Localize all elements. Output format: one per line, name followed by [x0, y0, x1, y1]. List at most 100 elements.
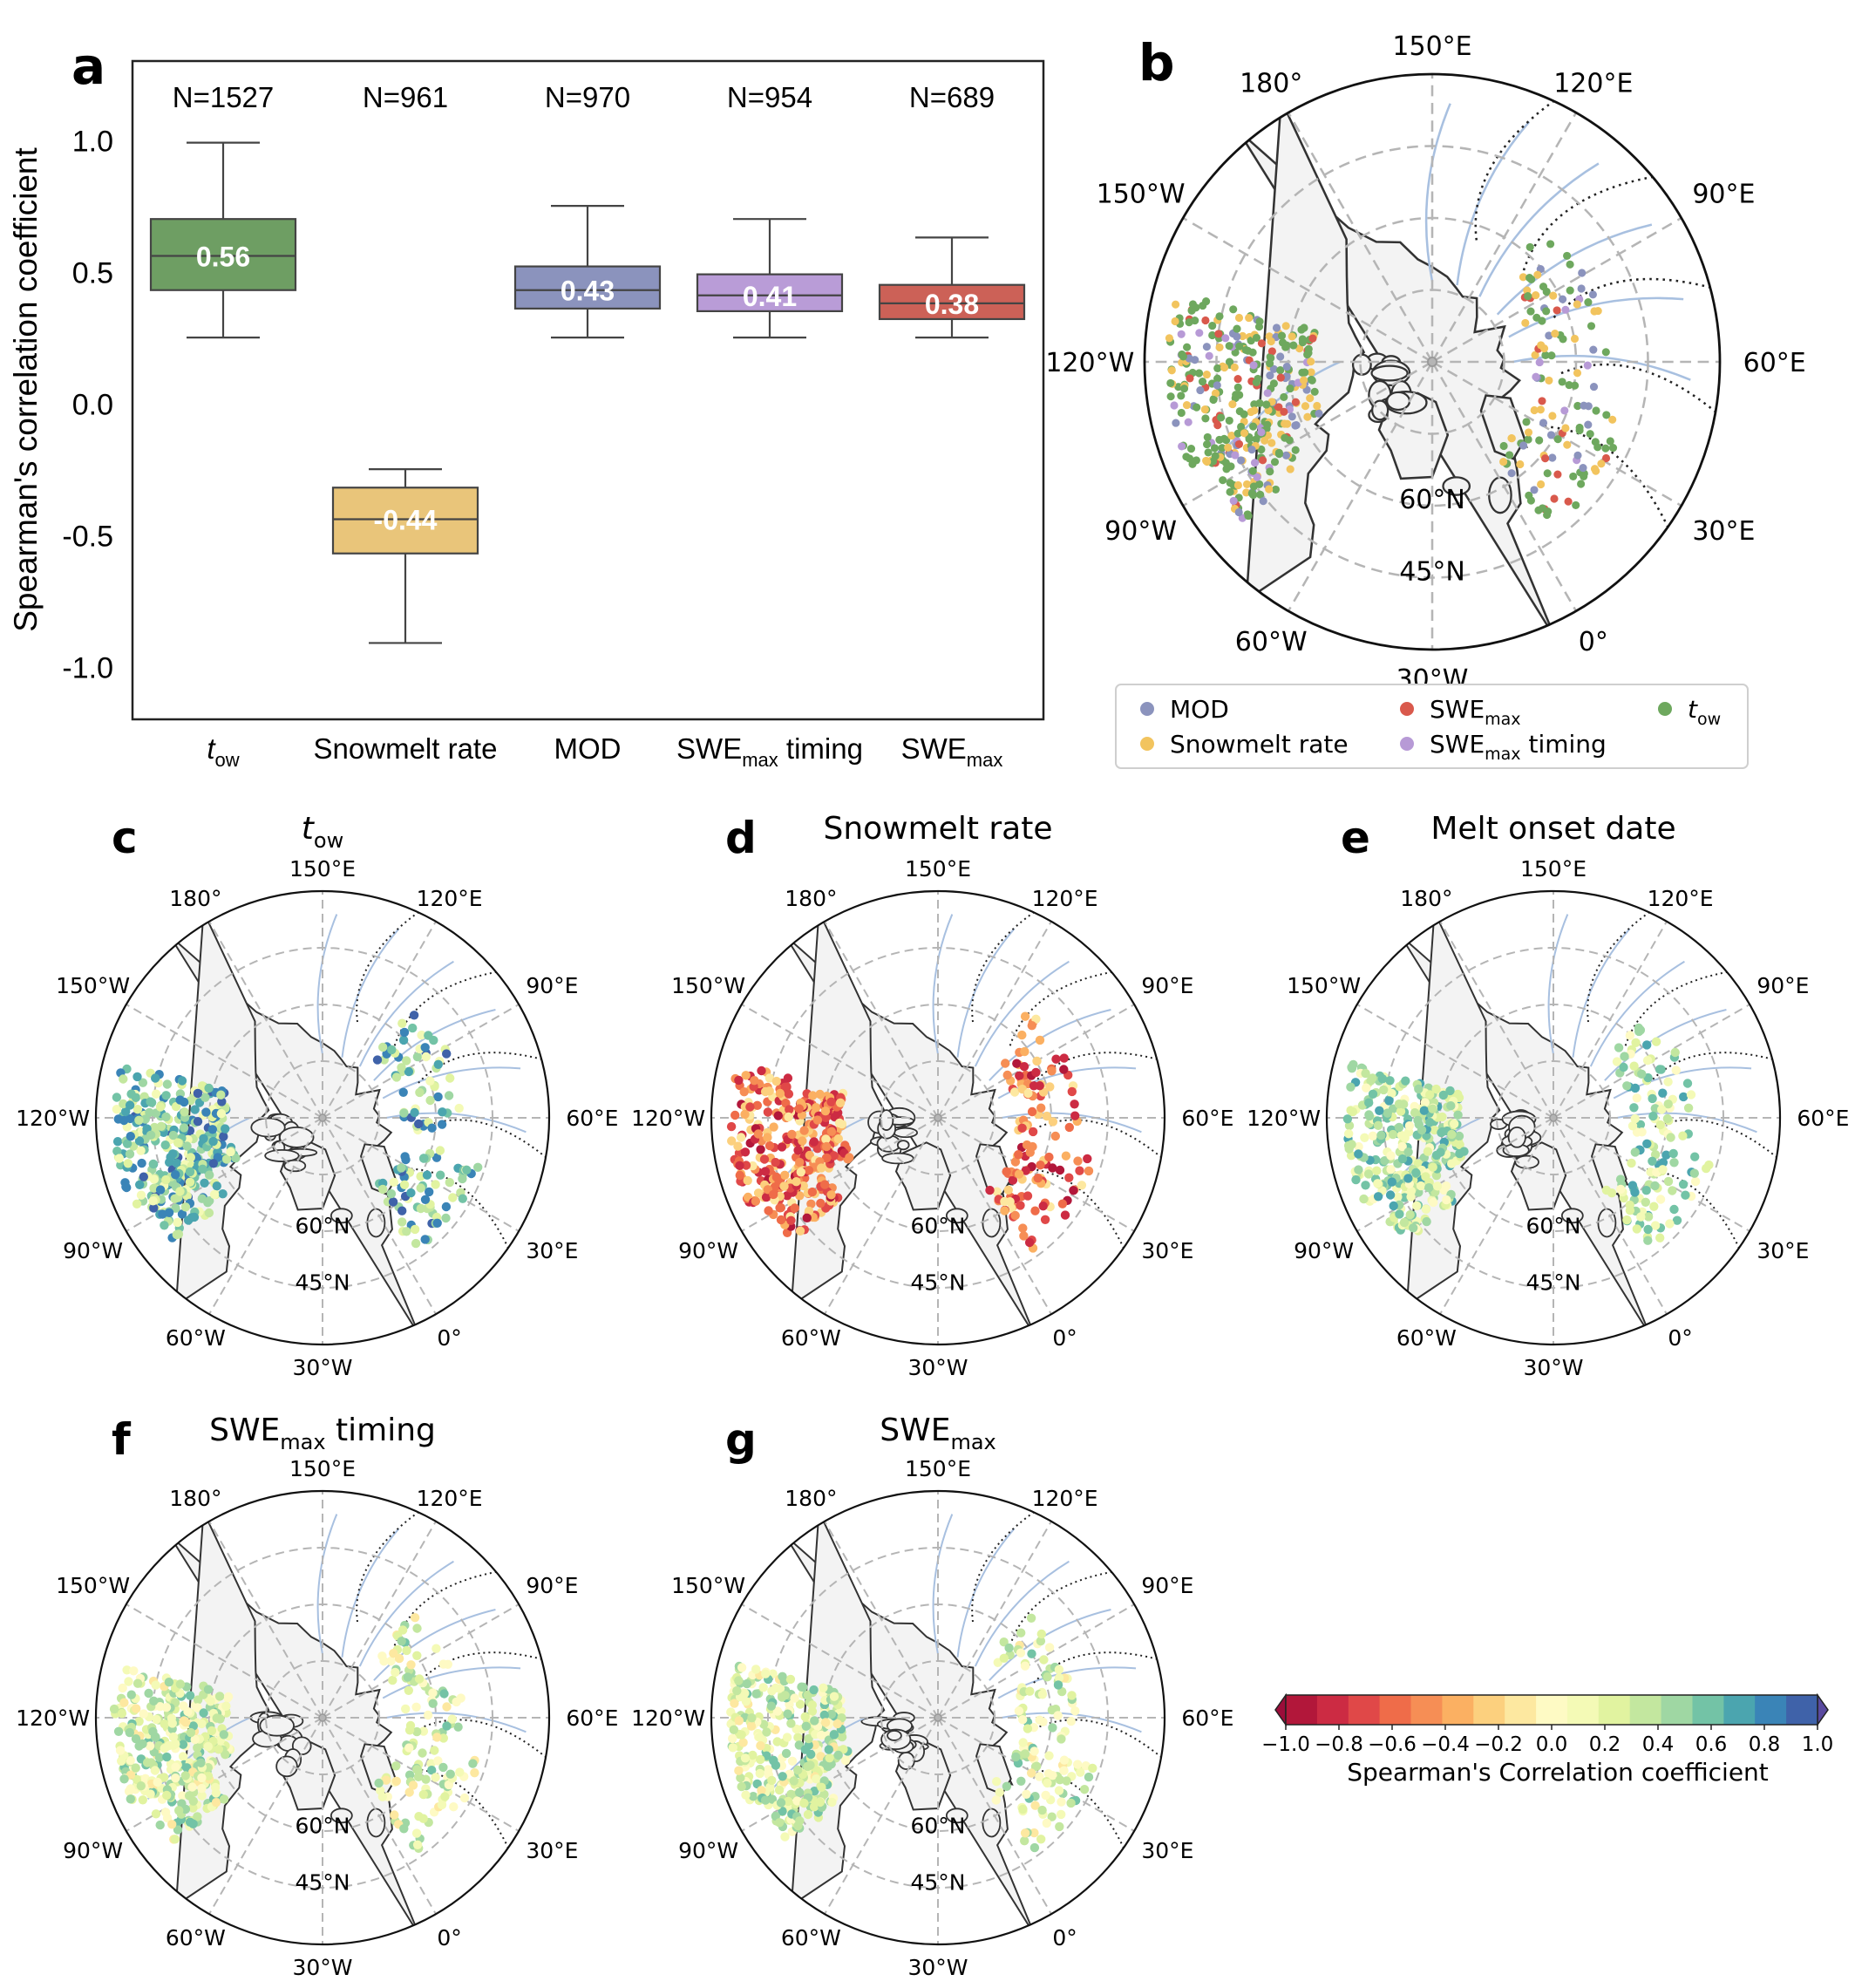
site-point: [1263, 420, 1272, 429]
longitude-label: 60°W: [781, 1925, 841, 1951]
site-point: [795, 1816, 805, 1826]
site-point: [819, 1683, 828, 1693]
site-point: [1631, 1038, 1641, 1048]
site-point: [820, 1718, 831, 1727]
site-point: [197, 1719, 207, 1729]
site-point: [1195, 369, 1204, 378]
site-point: [1413, 1159, 1424, 1168]
site-point: [820, 1180, 830, 1189]
longitude-label: 180°: [169, 886, 221, 911]
site-point: [783, 1709, 792, 1719]
longitude-label: 90°E: [1141, 973, 1193, 998]
legend-label: Snowmelt rate: [1170, 730, 1349, 759]
site-point: [445, 1073, 455, 1083]
site-point: [135, 1180, 145, 1190]
site-point: [397, 1163, 406, 1173]
site-point: [1036, 1161, 1045, 1170]
site-point: [1005, 1197, 1015, 1207]
site-point: [1641, 1186, 1651, 1195]
meridian-line: [126, 1603, 323, 1719]
site-point: [456, 1693, 465, 1703]
panel-letter-b: b: [1138, 33, 1175, 92]
site-point: [1454, 1131, 1464, 1141]
x-category-label: SWEmax: [901, 732, 1003, 771]
site-point: [1584, 298, 1593, 307]
site-point: [1256, 490, 1265, 499]
site-point: [126, 1756, 135, 1766]
site-point: [1387, 1177, 1397, 1187]
box-iqr: [513, 265, 662, 310]
site-point: [817, 1782, 826, 1792]
site-point: [441, 1213, 451, 1223]
site-point: [783, 1073, 793, 1083]
site-point: [442, 1721, 452, 1731]
site-point: [1182, 401, 1192, 410]
meridian-line: [322, 1521, 437, 1719]
meridian-line: [322, 1004, 520, 1119]
north-pole: [934, 1713, 942, 1722]
site-point: [148, 1196, 158, 1206]
site-point: [815, 1797, 825, 1808]
river: [385, 1712, 527, 1733]
site-point: [425, 1187, 434, 1197]
panel-a-boxplot: a Spearman's correlation coefficient 1.0…: [8, 37, 1045, 771]
site-point: [782, 1082, 792, 1093]
site-point: [1542, 287, 1551, 296]
site-point: [136, 1146, 146, 1155]
site-point: [1233, 375, 1242, 384]
north-pole: [1426, 356, 1438, 368]
site-point: [431, 1180, 440, 1189]
site-point: [391, 1667, 400, 1678]
site-point: [1282, 363, 1291, 371]
site-point: [1233, 324, 1241, 333]
site-point: [180, 1716, 189, 1726]
site-point: [991, 1795, 1002, 1805]
site-point: [804, 1733, 813, 1744]
site-point: [193, 1117, 203, 1127]
britain-land: [366, 1808, 386, 1838]
site-point: [1037, 1690, 1048, 1699]
site-point: [221, 1154, 232, 1164]
site-point: [1538, 317, 1546, 325]
site-point: [1270, 458, 1280, 466]
site-point: [758, 1719, 769, 1729]
site-point: [1285, 436, 1294, 445]
site-point: [1260, 436, 1269, 445]
longitude-label: 60°E: [1181, 1705, 1233, 1731]
site-point: [162, 1752, 172, 1762]
site-point: [1591, 438, 1600, 446]
site-point: [1629, 1061, 1639, 1071]
site-point: [799, 1126, 809, 1135]
site-point: [1035, 1035, 1045, 1045]
site-point: [146, 1758, 156, 1767]
site-point: [821, 1113, 831, 1123]
site-point: [754, 1733, 764, 1742]
site-point: [1411, 1168, 1421, 1178]
y-tick-label: 1.0: [72, 126, 113, 159]
site-point: [1020, 1836, 1029, 1846]
site-point: [1583, 361, 1592, 370]
site-point: [1376, 1130, 1386, 1140]
site-point: [1453, 1110, 1463, 1120]
site-point: [1019, 1062, 1029, 1072]
y-tick-labels: 1.0 0.5 0.0 -0.5 -1.0: [62, 126, 113, 685]
site-point: [1073, 1156, 1083, 1166]
site-point: [179, 1123, 189, 1133]
site-point: [1064, 1173, 1074, 1182]
site-point: [412, 1726, 422, 1737]
site-point: [1263, 389, 1272, 398]
y-tick-label: -1.0: [62, 652, 113, 685]
x-category-label: SWEmax timing: [676, 732, 863, 771]
site-point: [1438, 1090, 1449, 1100]
site-point: [1630, 1113, 1640, 1124]
site-point: [1221, 459, 1230, 467]
site-point: [428, 1688, 438, 1698]
site-point: [428, 1699, 438, 1708]
site-point: [1059, 1755, 1070, 1765]
site-point: [419, 1154, 429, 1163]
panel-letter-d: d: [725, 813, 757, 863]
site-point: [440, 1792, 450, 1801]
site-point: [763, 1133, 772, 1142]
longitude-label: 60°W: [781, 1325, 841, 1351]
site-point: [1578, 269, 1587, 277]
